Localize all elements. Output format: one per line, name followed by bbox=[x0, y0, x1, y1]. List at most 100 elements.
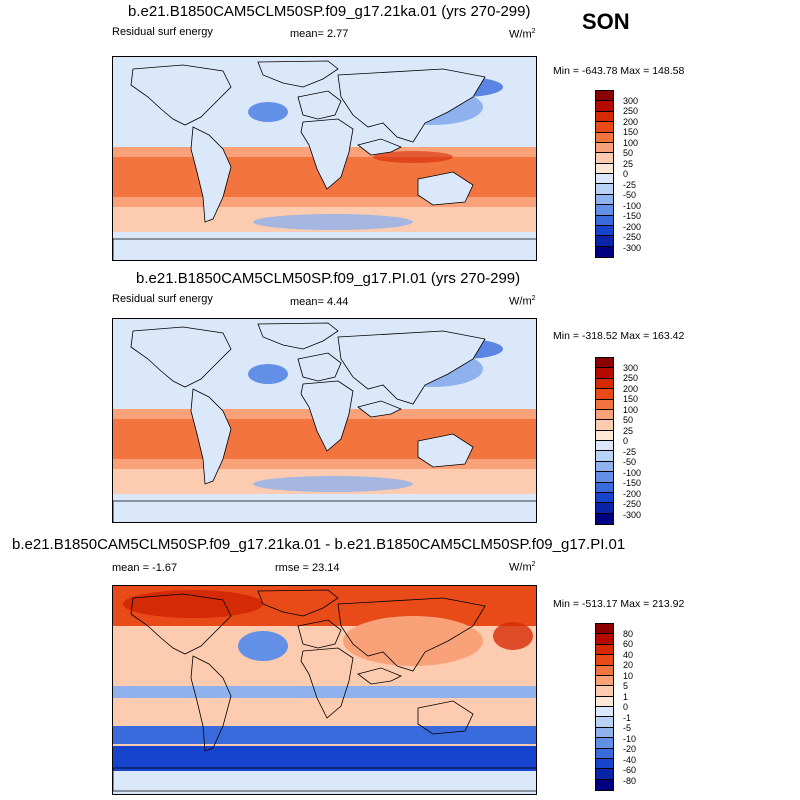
colorbar-tick-label: -200 bbox=[623, 221, 642, 232]
land-outline bbox=[300, 118, 354, 190]
colorbar-swatch bbox=[596, 420, 613, 431]
colorbar-tick-label: 200 bbox=[623, 116, 639, 127]
colorbar-tick-label: 0 bbox=[623, 702, 629, 712]
colorbar-tick-label: -200 bbox=[623, 488, 642, 499]
colorbar-tick-label: 250 bbox=[623, 373, 639, 383]
panel2-title: b.e21.B1850CAM5CLM50SP.f09_g17.PI.01 (yr… bbox=[136, 270, 521, 287]
colorbar-swatch bbox=[596, 748, 613, 759]
colorbar-swatch bbox=[596, 430, 613, 441]
colorbar-swatch bbox=[596, 389, 613, 400]
land-outline bbox=[357, 138, 402, 156]
land-outline bbox=[257, 589, 339, 617]
colorbar-tick-label: -50 bbox=[623, 457, 637, 467]
colorbar-tick-label: 300 bbox=[623, 95, 639, 106]
colorbar-tick-label: 300 bbox=[623, 362, 639, 373]
colorbar-swatch bbox=[596, 441, 613, 452]
colorbar-swatch bbox=[596, 132, 613, 143]
panel2-mean-label: mean= 4.44 bbox=[290, 296, 349, 308]
colorbar-swatch bbox=[596, 461, 613, 473]
colorbar-tick-label: 25 bbox=[623, 158, 634, 169]
panel1-colorbar bbox=[595, 90, 614, 258]
land-outline bbox=[130, 326, 232, 388]
colorbar-swatch bbox=[596, 675, 613, 687]
colorbar-tick-label: 20 bbox=[623, 660, 634, 670]
colorbar-tick-label: 0 bbox=[623, 436, 629, 446]
colorbar-swatch bbox=[596, 644, 613, 656]
season-label: SON bbox=[582, 9, 630, 34]
colorbar-tick-label: 60 bbox=[623, 639, 634, 649]
colorbar-swatch bbox=[596, 184, 613, 195]
panel1-map bbox=[112, 56, 537, 261]
land-outline bbox=[130, 593, 232, 655]
colorbar-tick-label: 50 bbox=[623, 148, 634, 158]
land-outline bbox=[337, 597, 486, 672]
land-outline bbox=[190, 126, 232, 223]
colorbar-swatch bbox=[596, 101, 613, 112]
colorbar-swatch bbox=[596, 472, 613, 483]
colorbar-swatch bbox=[596, 358, 613, 369]
panel1-units: W/m2 bbox=[509, 28, 536, 41]
land-outline bbox=[130, 64, 232, 126]
panel1-title: b.e21.B1850CAM5CLM50SP.f09_g17.21ka.01 (… bbox=[128, 3, 531, 20]
colorbar-tick-label: 200 bbox=[623, 383, 639, 394]
colorbar-swatch bbox=[596, 738, 613, 749]
colorbar-swatch bbox=[596, 727, 613, 739]
colorbar-tick-label: -1 bbox=[623, 712, 632, 723]
land-outline bbox=[417, 700, 474, 735]
colorbar-swatch bbox=[596, 758, 613, 770]
colorbar-swatch bbox=[596, 707, 613, 718]
panel3-map bbox=[112, 585, 537, 795]
colorbar-tick-label: 80 bbox=[623, 628, 634, 639]
colorbar-tick-label: -300 bbox=[623, 242, 642, 253]
land-outline bbox=[113, 500, 536, 522]
colorbar-tick-label: -20 bbox=[623, 744, 637, 754]
colorbar-tick-label: -40 bbox=[623, 754, 637, 765]
land-outline bbox=[297, 619, 342, 649]
panel1-variable-label: Residual surf energy bbox=[112, 26, 213, 38]
panel1-mean-label: mean= 2.77 bbox=[290, 28, 349, 40]
colorbar-swatch bbox=[596, 215, 613, 226]
land-outline bbox=[417, 171, 474, 206]
colorbar-swatch bbox=[596, 779, 613, 790]
land-outline bbox=[297, 352, 342, 382]
panel2-minmax: Min = -318.52 Max = 163.42 bbox=[553, 330, 685, 342]
colorbar-swatch bbox=[596, 225, 613, 237]
land-outline bbox=[257, 322, 339, 350]
colorbar-tick-label: -25 bbox=[623, 179, 637, 190]
colorbar-tick-label: -80 bbox=[623, 775, 637, 786]
land-outline bbox=[297, 90, 342, 120]
land-outline bbox=[300, 647, 354, 719]
land-outline bbox=[337, 68, 486, 143]
panel3-units: W/m2 bbox=[509, 561, 536, 574]
land-outline bbox=[300, 380, 354, 452]
colorbar-swatch bbox=[596, 163, 613, 174]
colorbar-tick-label: 1 bbox=[623, 691, 629, 702]
panel2-colorbar bbox=[595, 357, 614, 525]
colorbar-swatch bbox=[596, 91, 613, 102]
colorbar-tick-label: -100 bbox=[623, 467, 642, 478]
colorbar-tick-label: 0 bbox=[623, 169, 629, 179]
colorbar-tick-label: -50 bbox=[623, 190, 637, 200]
colorbar-swatch bbox=[596, 655, 613, 666]
land-outline bbox=[113, 238, 536, 260]
colorbar-tick-label: 50 bbox=[623, 415, 634, 425]
colorbar-tick-label: -300 bbox=[623, 509, 642, 520]
colorbar-tick-label: -5 bbox=[623, 723, 632, 733]
colorbar-swatch bbox=[596, 205, 613, 216]
panel3-colorbar bbox=[595, 623, 614, 791]
colorbar-swatch bbox=[596, 634, 613, 645]
colorbar-swatch bbox=[596, 624, 613, 635]
colorbar-tick-label: 25 bbox=[623, 425, 634, 436]
colorbar-swatch bbox=[596, 236, 613, 247]
colorbar-swatch bbox=[596, 492, 613, 504]
colorbar-tick-label: -150 bbox=[623, 211, 642, 221]
panel3-mean-label: mean = -1.67 bbox=[112, 562, 178, 574]
land-outline bbox=[417, 433, 474, 468]
colorbar-swatch bbox=[596, 378, 613, 390]
panel2-variable-label: Residual surf energy bbox=[112, 293, 213, 305]
land-outline bbox=[257, 60, 339, 88]
colorbar-tick-label: -25 bbox=[623, 446, 637, 457]
colorbar-swatch bbox=[596, 399, 613, 410]
colorbar-swatch bbox=[596, 503, 613, 514]
colorbar-swatch bbox=[596, 451, 613, 462]
